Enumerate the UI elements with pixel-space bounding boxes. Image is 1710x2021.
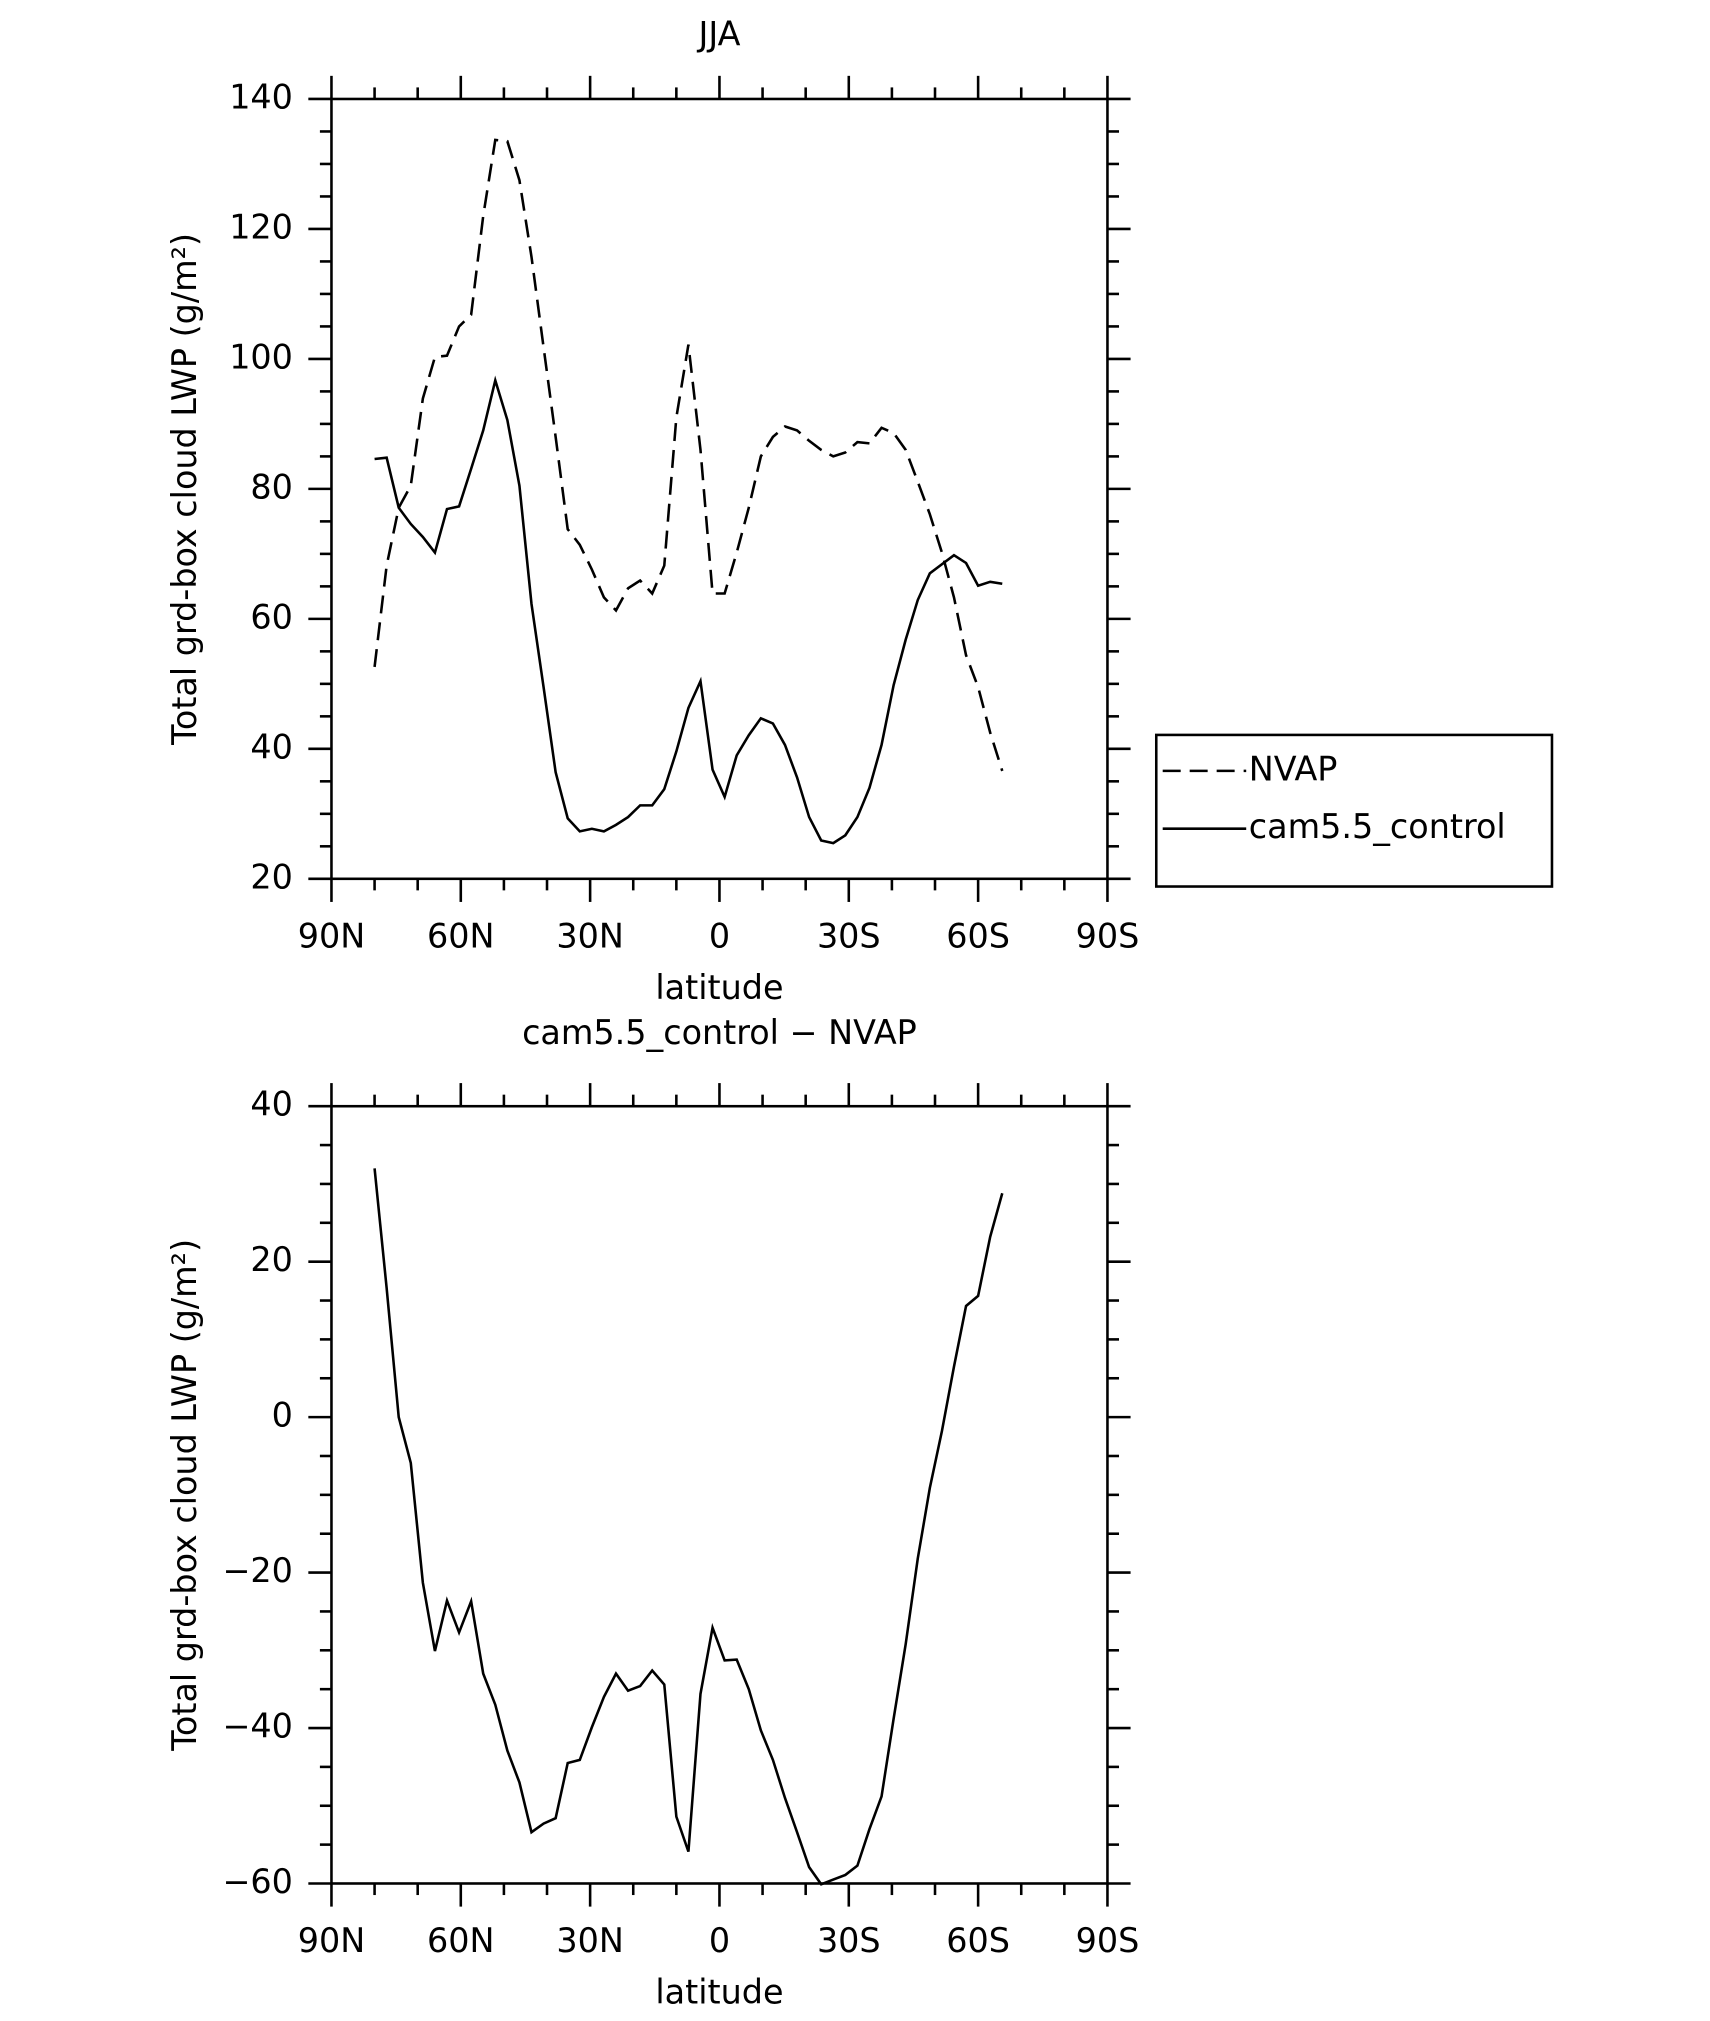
x-tick-label: 0 — [709, 1921, 730, 1960]
y-tick-label: 140 — [229, 77, 293, 116]
chart-title: JJA — [696, 15, 740, 54]
x-tick-label: 30S — [817, 916, 881, 955]
x-axis-label: latitude — [655, 1972, 783, 2011]
x-tick-label: 60N — [427, 916, 494, 955]
y-tick-label: 100 — [229, 337, 293, 376]
legend-label: cam5.5_control — [1249, 807, 1506, 846]
plot-frame — [330, 1104, 1109, 1885]
y-tick-label: 80 — [250, 467, 293, 506]
x-tick-label: 60S — [946, 916, 1010, 955]
x-tick-label: 60N — [427, 1921, 494, 1960]
x-tick-label: 90S — [1076, 916, 1140, 955]
x-tick-label: 90S — [1076, 1921, 1140, 1960]
legend-box — [1154, 733, 1554, 888]
y-tick-label: 20 — [250, 857, 293, 896]
y-tick-label: 20 — [250, 1240, 293, 1279]
x-tick-label: 0 — [709, 916, 730, 955]
y-tick-label: 0 — [272, 1396, 293, 1435]
y-tick-label: 60 — [250, 597, 293, 636]
x-tick-label: 60S — [946, 1921, 1010, 1960]
y-tick-label: −20 — [222, 1551, 292, 1590]
data-line — [373, 1168, 1004, 1886]
x-tick-label: 30N — [556, 916, 623, 955]
data-line — [373, 138, 1004, 772]
x-tick-label: 90N — [298, 916, 365, 955]
legend-label: NVAP — [1249, 749, 1338, 788]
chart-title: cam5.5_control − NVAP — [522, 1013, 917, 1052]
x-tick-label: 30S — [817, 1921, 881, 1960]
y-tick-label: 120 — [229, 207, 293, 246]
y-tick-label: −40 — [222, 1707, 292, 1746]
y-tick-label: 40 — [250, 1085, 293, 1124]
data-line — [374, 375, 1003, 845]
y-axis-label: Total grd-box cloud LWP (g/m²) — [165, 233, 204, 746]
y-axis-label: Total grd-box cloud LWP (g/m²) — [165, 1239, 204, 1752]
plot-frame — [330, 97, 1109, 881]
x-axis-label: latitude — [655, 968, 783, 1007]
y-tick-label: −60 — [222, 1862, 292, 1901]
x-tick-label: 30N — [556, 1921, 623, 1960]
y-tick-label: 40 — [250, 727, 293, 766]
x-tick-label: 90N — [298, 1921, 365, 1960]
